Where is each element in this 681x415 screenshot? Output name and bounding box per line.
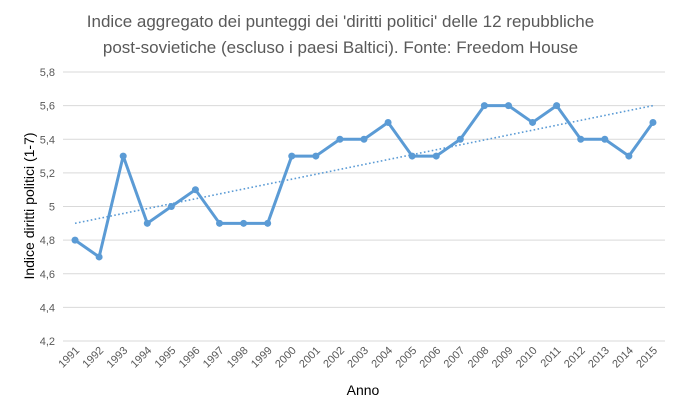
x-tick-labels: 1991199219931994199519961997199819992000… bbox=[56, 345, 660, 371]
x-tick-label: 1995 bbox=[153, 345, 179, 371]
x-tick-label: 2006 bbox=[418, 345, 444, 371]
data-point bbox=[577, 135, 585, 143]
data-point bbox=[191, 186, 199, 194]
data-points bbox=[71, 102, 657, 261]
data-point bbox=[529, 118, 537, 126]
data-point bbox=[649, 118, 657, 126]
data-point bbox=[264, 219, 272, 227]
x-tick-label: 2014 bbox=[610, 345, 636, 371]
y-tick-label: 5,4 bbox=[40, 134, 55, 146]
x-tick-label: 1993 bbox=[105, 345, 131, 371]
data-point bbox=[384, 118, 392, 126]
x-tick-label: 1999 bbox=[249, 345, 275, 371]
data-point bbox=[167, 203, 175, 210]
data-point bbox=[601, 135, 609, 143]
series-line bbox=[74, 104, 655, 259]
data-point bbox=[240, 219, 248, 227]
gridlines bbox=[63, 71, 665, 342]
x-tick-label: 2011 bbox=[539, 345, 564, 370]
trendline bbox=[74, 104, 654, 225]
x-tick-label: 2005 bbox=[393, 345, 419, 371]
x-tick-label: 1997 bbox=[201, 345, 227, 371]
x-tick-label: 2008 bbox=[466, 345, 492, 371]
data-point bbox=[143, 219, 151, 227]
x-tick-label: 2013 bbox=[586, 345, 612, 371]
data-point bbox=[480, 102, 488, 110]
x-tick-label: 2002 bbox=[321, 345, 347, 371]
data-point bbox=[625, 152, 633, 160]
y-tick-label: 5,8 bbox=[40, 67, 55, 79]
y-tick-label: 4,8 bbox=[40, 235, 55, 247]
y-tick-label: 4,6 bbox=[40, 269, 55, 281]
y-tick-label: 5,2 bbox=[40, 168, 55, 180]
x-tick-label: 2000 bbox=[273, 345, 299, 371]
data-point bbox=[288, 152, 296, 160]
data-point bbox=[553, 102, 561, 110]
x-tick-label: 1991 bbox=[56, 345, 82, 371]
data-point bbox=[71, 236, 79, 244]
data-point bbox=[504, 102, 512, 110]
y-tick-labels: 4,2 4,4 4,6 4,8 5 5,2 5,4 5,6 5,8 bbox=[40, 67, 55, 348]
x-tick-label: 2004 bbox=[369, 345, 395, 371]
x-tick-label: 2012 bbox=[562, 345, 588, 371]
x-tick-label: 1998 bbox=[225, 345, 251, 371]
data-point bbox=[312, 152, 320, 160]
data-point bbox=[408, 152, 416, 160]
data-point bbox=[360, 135, 368, 143]
y-tick-label: 5 bbox=[49, 202, 55, 214]
x-tick-label: 2015 bbox=[634, 345, 660, 371]
y-tick-label: 5,6 bbox=[40, 101, 55, 113]
x-tick-label: 2010 bbox=[514, 345, 540, 371]
data-point bbox=[456, 135, 464, 143]
x-tick-label: 1994 bbox=[129, 345, 155, 371]
data-point bbox=[336, 135, 344, 143]
chart-title-line-2: post-sovietiche (escluso i paesi Baltici… bbox=[102, 38, 579, 57]
y-tick-label: 4,2 bbox=[40, 336, 55, 348]
x-tick-label: 2009 bbox=[490, 345, 516, 371]
x-tick-label: 1996 bbox=[177, 345, 203, 371]
y-axis-label: Indice diritti politici (1-7) bbox=[21, 132, 37, 279]
x-tick-label: 2007 bbox=[442, 345, 468, 371]
data-point bbox=[119, 152, 127, 160]
data-point bbox=[95, 253, 103, 261]
x-axis-label: Anno bbox=[347, 382, 380, 398]
data-point bbox=[432, 152, 440, 160]
x-tick-label: 2003 bbox=[345, 345, 371, 371]
y-tick-label: 4,4 bbox=[40, 302, 55, 314]
data-point bbox=[216, 219, 224, 227]
x-tick-label: 2001 bbox=[297, 345, 323, 371]
x-tick-label: 1992 bbox=[80, 345, 106, 371]
chart-title-line-1: Indice aggregato dei punteggi dei 'dirit… bbox=[86, 12, 595, 31]
